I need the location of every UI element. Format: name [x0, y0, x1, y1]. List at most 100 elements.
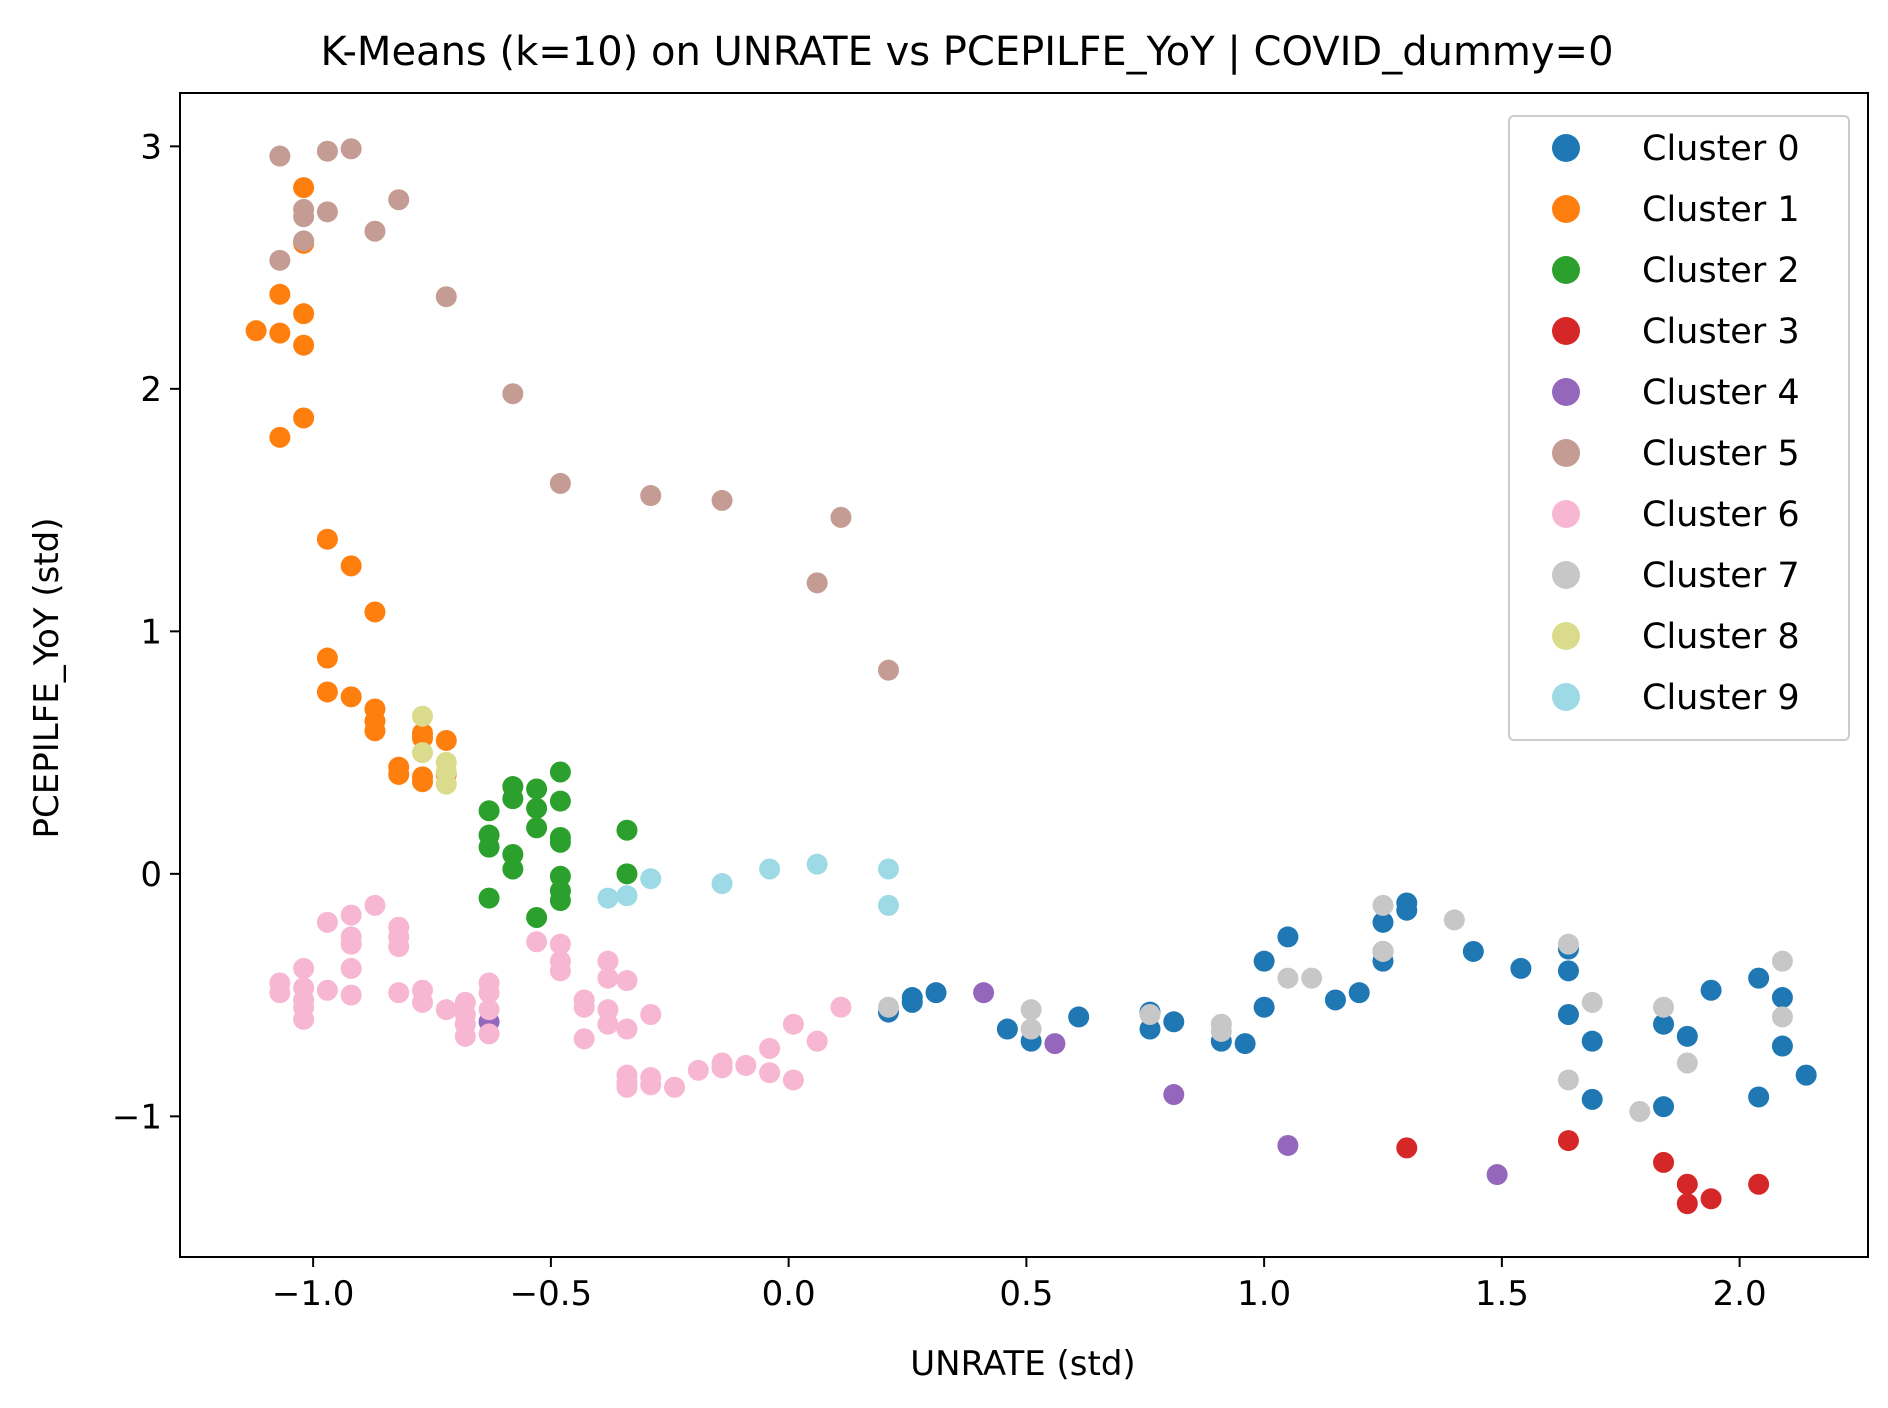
data-point	[388, 936, 410, 958]
data-point	[340, 984, 362, 1006]
data-point	[316, 201, 338, 223]
data-point	[1581, 1088, 1603, 1110]
data-point	[573, 996, 595, 1018]
legend-entry: Cluster 5	[1552, 434, 1800, 474]
data-point	[597, 1013, 619, 1035]
series-cluster-9	[597, 853, 899, 916]
data-point	[1277, 1134, 1299, 1156]
legend-marker	[1552, 683, 1580, 711]
data-point	[364, 601, 386, 623]
x-axis-label: UNRATE (std)	[910, 1344, 1135, 1384]
data-point	[549, 831, 571, 853]
data-point	[1653, 1013, 1675, 1035]
legend-marker	[1552, 256, 1580, 284]
data-point	[1629, 1101, 1651, 1122]
data-point	[616, 970, 638, 992]
data-point	[549, 960, 571, 982]
data-point	[1700, 979, 1722, 1001]
y-tick-label: 0	[140, 855, 162, 895]
legend-label: Cluster 9	[1642, 678, 1800, 718]
data-point	[340, 904, 362, 926]
legend-entry: Cluster 3	[1552, 312, 1800, 352]
y-tick-label: 1	[140, 612, 162, 652]
data-point	[1581, 1030, 1603, 1052]
data-point	[502, 858, 524, 880]
data-point	[549, 865, 571, 887]
data-point	[1653, 1096, 1675, 1118]
data-point	[573, 1028, 595, 1050]
x-tick-label: 1.0	[1237, 1274, 1291, 1314]
data-point	[1234, 1033, 1256, 1055]
y-tick-label: −1	[112, 1097, 162, 1137]
data-point	[1653, 1151, 1675, 1173]
legend-marker	[1552, 317, 1580, 345]
data-point	[316, 681, 338, 703]
data-point	[640, 868, 662, 890]
data-point	[1443, 909, 1465, 931]
data-point	[711, 489, 733, 511]
data-point	[1510, 957, 1532, 979]
data-point	[293, 407, 315, 429]
data-point	[364, 894, 386, 916]
data-point	[549, 933, 571, 955]
legend-entries: Cluster 0 Cluster 1 Cluster 2 Cluster 3 Clus…	[1552, 129, 1800, 718]
data-point	[1301, 967, 1323, 989]
data-point	[806, 1030, 828, 1052]
series-cluster-5	[269, 138, 899, 681]
y-axis-ticks: −1 0 1 2 3	[112, 127, 180, 1137]
data-point	[901, 987, 923, 1009]
data-point	[435, 773, 457, 795]
data-point	[316, 140, 338, 162]
data-point	[388, 189, 410, 211]
data-point	[478, 1023, 500, 1045]
legend-label: Cluster 7	[1642, 556, 1800, 596]
data-point	[478, 836, 500, 858]
data-point	[340, 957, 362, 979]
data-point	[245, 320, 267, 342]
data-point	[1557, 933, 1579, 955]
legend-entry: Cluster 9	[1552, 678, 1800, 718]
data-point	[1210, 1020, 1232, 1042]
data-point	[412, 742, 434, 764]
data-point	[616, 1018, 638, 1040]
data-point	[877, 659, 899, 681]
data-point	[502, 843, 524, 865]
data-point	[1462, 940, 1484, 962]
data-point	[364, 720, 386, 742]
data-point	[830, 996, 852, 1018]
data-point	[711, 873, 733, 895]
x-tick-label: 1.5	[1475, 1274, 1529, 1314]
legend-marker	[1552, 500, 1580, 528]
legend-entry: Cluster 0	[1552, 129, 1800, 169]
data-point	[782, 1069, 804, 1091]
series-cluster-7	[877, 894, 1793, 1122]
legend-entry: Cluster 1	[1552, 190, 1800, 230]
data-point	[412, 771, 434, 793]
data-point	[316, 528, 338, 550]
data-point	[1771, 987, 1793, 1009]
data-point	[1396, 1137, 1418, 1159]
data-point	[616, 1076, 638, 1098]
legend-label: Cluster 4	[1642, 373, 1800, 413]
data-point	[269, 145, 291, 167]
data-point	[687, 1059, 709, 1081]
data-point	[640, 485, 662, 507]
data-point	[1557, 1069, 1579, 1091]
data-point	[1372, 894, 1394, 916]
legend-label: Cluster 8	[1642, 617, 1800, 657]
data-point	[269, 283, 291, 305]
y-axis-label: PCEPILFE_YoY (std)	[27, 517, 67, 838]
data-point	[435, 286, 457, 308]
data-point	[1324, 989, 1346, 1011]
series-cluster-8	[412, 705, 457, 795]
data-point	[616, 885, 638, 907]
data-point	[1557, 1130, 1579, 1152]
data-point	[316, 979, 338, 1001]
legend-label: Cluster 2	[1642, 251, 1800, 291]
data-point	[293, 177, 315, 199]
data-point	[1139, 1004, 1161, 1025]
legend-label: Cluster 5	[1642, 434, 1800, 474]
data-point	[269, 322, 291, 344]
data-point	[1044, 1033, 1066, 1055]
